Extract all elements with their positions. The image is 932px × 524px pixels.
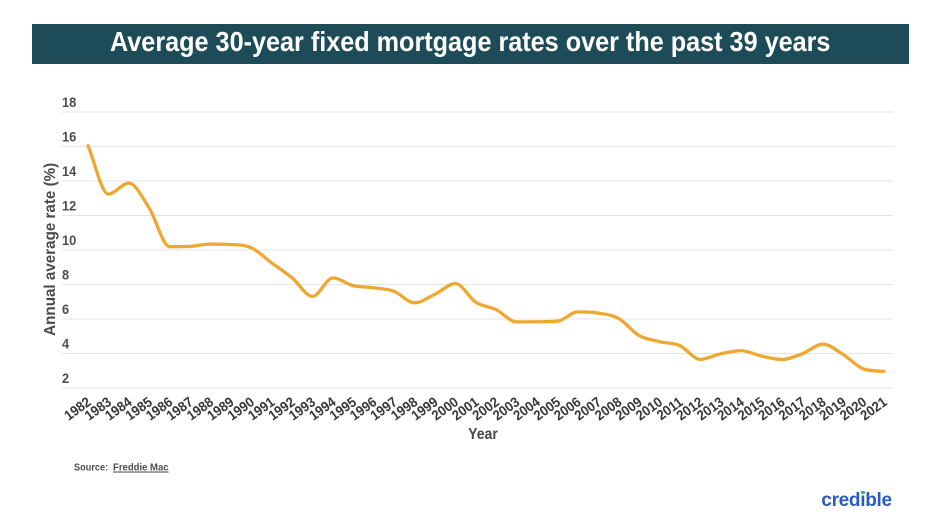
svg-text:Freddie Mac: Freddie Mac (113, 462, 169, 474)
svg-text:10: 10 (62, 232, 76, 248)
svg-text:18: 18 (62, 94, 76, 110)
svg-text:6: 6 (62, 301, 69, 317)
svg-text:Source:: Source: (74, 462, 108, 474)
svg-text:Annual average rate (%): Annual average rate (%) (42, 163, 59, 336)
svg-text:16: 16 (62, 129, 76, 145)
svg-text:2: 2 (62, 370, 69, 386)
svg-text:12: 12 (62, 198, 76, 214)
svg-text:Year: Year (468, 425, 498, 443)
svg-text:8: 8 (62, 267, 69, 283)
svg-text:14: 14 (62, 163, 76, 179)
svg-text:4: 4 (62, 336, 69, 352)
